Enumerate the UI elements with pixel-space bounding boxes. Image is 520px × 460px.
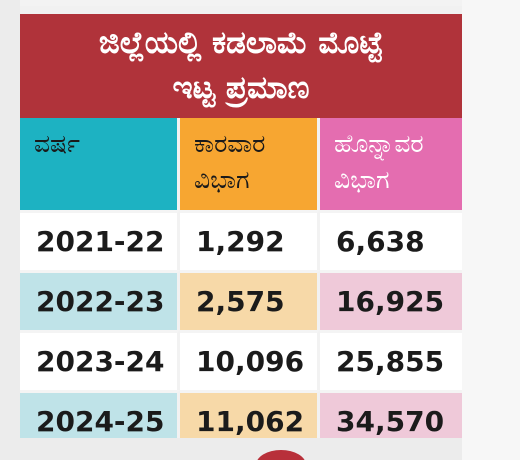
data-table: ವರ್ಷ ಕಾರವಾರ ವಿಭಾಗ ಹೊನ್ನಾವರ ವಿಭಾಗ 2021-22… xyxy=(20,118,462,450)
karwar-cell: 1,292 xyxy=(180,210,320,270)
year-cell: 2022-23 xyxy=(20,270,180,330)
header-karwar-line-2: ವಿಭಾಗ xyxy=(194,165,250,194)
honnavar-cell: 25,855 xyxy=(320,330,462,390)
honnavar-cell: 16,925 xyxy=(320,270,462,330)
card-bottom-edge xyxy=(20,438,462,460)
page-title: ಜಿಲ್ಲೆಯಲ್ಲಿ ಕಡಲಾಮೆ ಮೊಟ್ಟೆ ಇಟ್ಟ ಪ್ರಮಾಣ xyxy=(20,14,462,118)
header-karwar: ಕಾರವಾರ ವಿಭಾಗ xyxy=(180,118,320,210)
right-margin xyxy=(462,0,520,460)
year-cell: 2021-22 xyxy=(20,210,180,270)
karwar-cell: 10,096 xyxy=(180,330,320,390)
header-karwar-line-1: ಕಾರವಾರ xyxy=(194,129,266,158)
header-honnavar: ಹೊನ್ನಾವರ ವಿಭಾಗ xyxy=(320,118,462,210)
table-row: 2022-23 2,575 16,925 xyxy=(20,270,462,330)
honnavar-cell: 6,638 xyxy=(320,210,462,270)
table-row: 2023-24 10,096 25,855 xyxy=(20,330,462,390)
title-line-1: ಜಿಲ್ಲೆಯಲ್ಲಿ ಕಡಲಾಮೆ ಮೊಟ್ಟೆ xyxy=(98,25,384,61)
header-year: ವರ್ಷ xyxy=(20,118,180,210)
header-year-line-1: ವರ್ಷ xyxy=(34,129,81,158)
table-row: 2021-22 1,292 6,638 xyxy=(20,210,462,270)
header-honnavar-line-1: ಹೊನ್ನಾವರ xyxy=(334,129,424,158)
title-line-2: ಇಟ್ಟ ಪ್ರಮಾಣ xyxy=(172,70,310,106)
header-row: ವರ್ಷ ಕಾರವಾರ ವಿಭಾಗ ಹೊನ್ನಾವರ ವಿಭಾಗ xyxy=(20,118,462,210)
karwar-cell: 2,575 xyxy=(180,270,320,330)
decorative-red-shape xyxy=(256,450,306,460)
left-margin xyxy=(0,0,20,460)
header-honnavar-line-2: ವಿಭಾಗ xyxy=(334,165,390,194)
year-cell: 2023-24 xyxy=(20,330,180,390)
